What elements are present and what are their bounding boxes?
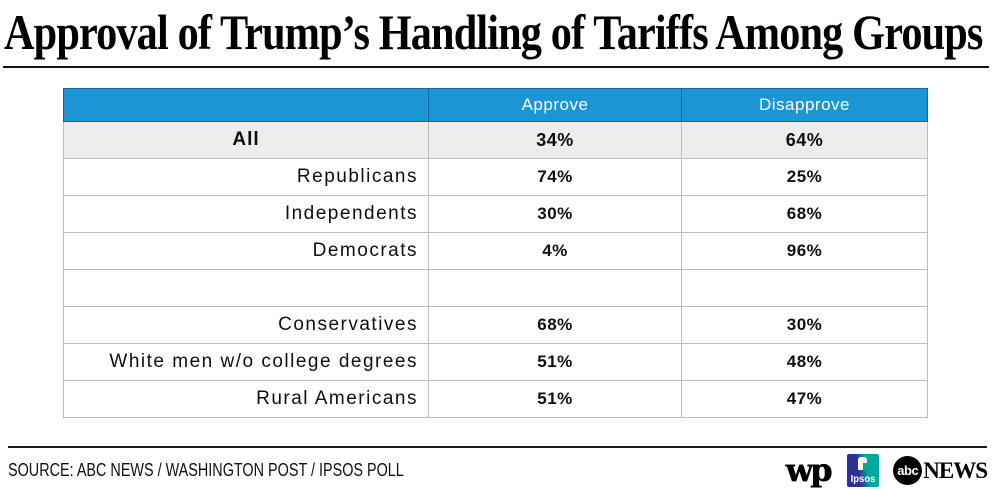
table-row-all: All 34% 64% [63, 121, 928, 159]
header-cell-disapprove: Disapprove [681, 88, 928, 122]
table-row-democrats: Democrats 4% 96% [63, 232, 928, 270]
disapprove-value: 48% [681, 343, 928, 381]
approve-value: 74% [428, 158, 682, 196]
disapprove-value [681, 269, 928, 307]
disapprove-value: 47% [681, 380, 928, 418]
header-cell-approve: Approve [428, 88, 682, 122]
disapprove-value: 25% [681, 158, 928, 196]
table-row-republicans: Republicans 74% 25% [63, 158, 928, 196]
source-credit: SOURCE: ABC NEWS / WASHINGTON POST / IPS… [8, 460, 404, 480]
approve-value: 30% [428, 195, 682, 233]
disapprove-value: 68% [681, 195, 928, 233]
approve-value: 51% [428, 380, 682, 418]
washington-post-logo-icon: wp [785, 451, 832, 489]
abc-news-logo: abc NEWS [893, 456, 988, 485]
ipsos-quote-dot-icon [863, 463, 869, 470]
group-label: Independents [63, 195, 429, 233]
approval-table: Approve Disapprove All 34% 64% Republica… [63, 88, 928, 418]
footer: SOURCE: ABC NEWS / WASHINGTON POST / IPS… [8, 446, 988, 489]
logo-row: wp Ipsos abc NEWS [785, 451, 988, 489]
ipsos-logo-icon: Ipsos [847, 454, 880, 487]
group-label: Democrats [63, 232, 429, 270]
approve-value: 34% [428, 121, 682, 159]
table-row-white-men-no-college: White men w/o college degrees 51% 48% [63, 343, 928, 381]
group-label: All [63, 121, 429, 159]
disapprove-value: 96% [681, 232, 928, 270]
group-label: Republicans [63, 158, 429, 196]
group-label: Rural Americans [63, 380, 429, 418]
table-row-rural-americans: Rural Americans 51% 47% [63, 380, 928, 418]
abc-circle-icon: abc [893, 456, 923, 485]
group-label [63, 269, 429, 307]
table-header-row: Approve Disapprove [63, 88, 928, 122]
group-label: Conservatives [63, 306, 429, 344]
ipsos-quote-mark-icon [858, 457, 868, 470]
disapprove-value: 64% [681, 121, 928, 159]
header-cell-group [63, 88, 429, 122]
approve-value: 51% [428, 343, 682, 381]
approve-value: 4% [428, 232, 682, 270]
title-divider [3, 66, 989, 68]
table-row-conservatives: Conservatives 68% 30% [63, 306, 928, 344]
group-label: White men w/o college degrees [63, 343, 429, 381]
approve-value: 68% [428, 306, 682, 344]
table-row-spacer [63, 269, 928, 307]
approve-value [428, 269, 682, 307]
page-title: Approval of Trump’s Handling of Tariffs … [4, 4, 983, 60]
disapprove-value: 30% [681, 306, 928, 344]
table-row-independents: Independents 30% 68% [63, 195, 928, 233]
abc-news-wordmark: NEWS [923, 458, 988, 483]
ipsos-logo-label: Ipsos [850, 474, 876, 485]
